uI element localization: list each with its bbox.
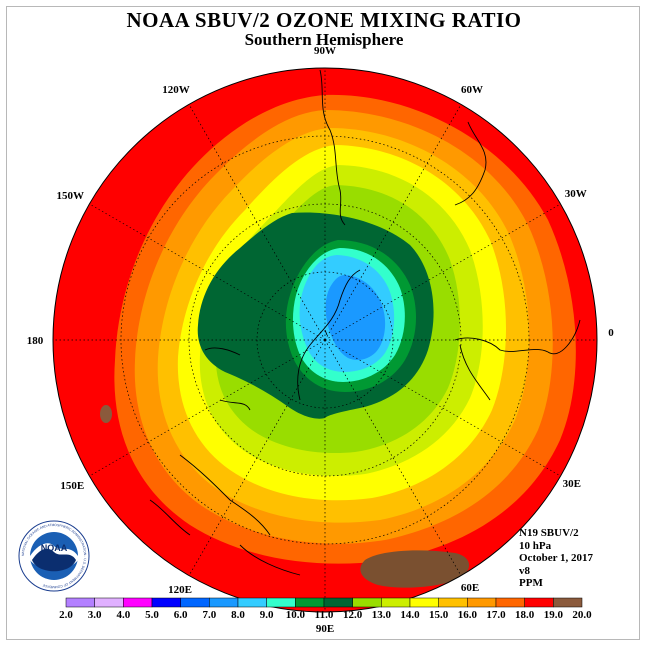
colorbar-swatch [495, 597, 525, 608]
colorbar-tick-label: 5.0 [145, 609, 159, 621]
pressure-level-label: 10 hPa [519, 539, 552, 552]
colorbar-tick-label: 15.0 [429, 609, 449, 621]
colorbar-tick-label: 9.0 [260, 609, 274, 621]
colorbar-swatch [266, 597, 296, 608]
colorbar-tick-label: 11.0 [315, 609, 334, 621]
satellite-label: N19 SBUV/2 [519, 527, 579, 539]
brown-patch-90e [360, 550, 470, 588]
colorbar-swatch [94, 597, 124, 608]
colorbar-tick-label: 12.0 [343, 609, 363, 621]
colorbar-tick-label: 13.0 [372, 609, 392, 621]
map-boundary [52, 67, 598, 613]
longitude-label: 30W [565, 188, 587, 200]
colorbar-swatch [467, 597, 497, 608]
meridian-line [324, 203, 561, 341]
colorbar-swatch [209, 597, 239, 608]
colorbar-swatch [151, 597, 181, 608]
colorbar-tick-label: 3.0 [88, 609, 102, 621]
colorbar-tick-label: 2.0 [59, 609, 73, 621]
graticule [53, 68, 597, 612]
continent-outlines [149, 69, 581, 576]
colorbar-swatch [237, 597, 267, 608]
logo-text: NOAA [41, 543, 68, 553]
colorbar-tick-label: 16.0 [458, 609, 478, 621]
longitude-label: 120W [162, 84, 190, 96]
meridian-line [89, 203, 326, 341]
longitude-label: 0 [608, 327, 614, 339]
meridians [53, 68, 597, 612]
colorbar-swatch [65, 597, 95, 608]
longitude-label: 180 [27, 335, 44, 347]
colorbar-swatch [524, 597, 554, 608]
colorbar-swatch [323, 597, 353, 608]
colorbar-tick-label: 19.0 [544, 609, 564, 621]
version-label: v8 [519, 564, 530, 577]
figure-frame [6, 6, 640, 640]
noaa-logo-icon: NOAA NATIONAL OCEANIC AND ATMOSPHERIC AD… [18, 520, 90, 592]
colorbar-swatch [438, 597, 468, 608]
colorbar-tick-label: 20.0 [572, 609, 592, 621]
colorbar-tick-label: 17.0 [486, 609, 506, 621]
map-title: NOAA SBUV/2 OZONE MIXING RATIO [126, 8, 522, 32]
longitude-label: 30E [563, 478, 581, 490]
longitude-label: 60W [461, 84, 483, 96]
date-label: October 1, 2017 [519, 552, 594, 564]
meridian-line [324, 339, 561, 477]
map-subtitle: Southern Hemisphere [244, 30, 404, 49]
info-block: N19 SBUV/2 10 hPa October 1, 2017 v8 PPM [519, 527, 593, 590]
longitude-label: 150W [56, 190, 84, 202]
colorbar-swatch [352, 597, 382, 608]
meridian-line [89, 339, 326, 477]
colorbar-tick-label: 10.0 [286, 609, 306, 621]
colorbar-tick-label: 8.0 [231, 609, 245, 621]
colorbar: 2.0 3.0 4.0 5.0 6.0 7.0 8.0 9.0 10.0 11.0 12.0 13.0… [59, 597, 592, 621]
longitude-label: 150E [60, 480, 84, 492]
colorbar-tick-label: 4.0 [116, 609, 130, 621]
field-band-blue [325, 275, 386, 360]
colorbar-tick-label: 18.0 [515, 609, 535, 621]
longitude-label: 60E [461, 582, 479, 594]
colorbar-swatch [295, 597, 325, 608]
colorbar-swatch [123, 597, 153, 608]
colorbar-tick-label: 6.0 [174, 609, 188, 621]
colorbar-swatch [409, 597, 439, 608]
meridian-line [324, 104, 462, 341]
longitude-label: 90E [316, 623, 334, 635]
longitude-label: 120E [168, 584, 192, 596]
meridian-line [324, 339, 462, 576]
meridian-line [188, 104, 326, 341]
units-label: PPM [519, 577, 543, 589]
colorbar-swatch [553, 597, 583, 608]
colorbar-swatch [180, 597, 210, 608]
colorbar-tick-label: 7.0 [202, 609, 216, 621]
brown-patch-west [100, 405, 112, 423]
colorbar-tick-label: 14.0 [400, 609, 420, 621]
longitude-label: 90W [314, 45, 336, 57]
meridian-line [188, 339, 326, 576]
colorbar-swatch [381, 597, 411, 608]
longitude-labels: 0 30E 60E 90E 120E 150E 180 150W 120W 90W 60W 30W [27, 45, 615, 635]
